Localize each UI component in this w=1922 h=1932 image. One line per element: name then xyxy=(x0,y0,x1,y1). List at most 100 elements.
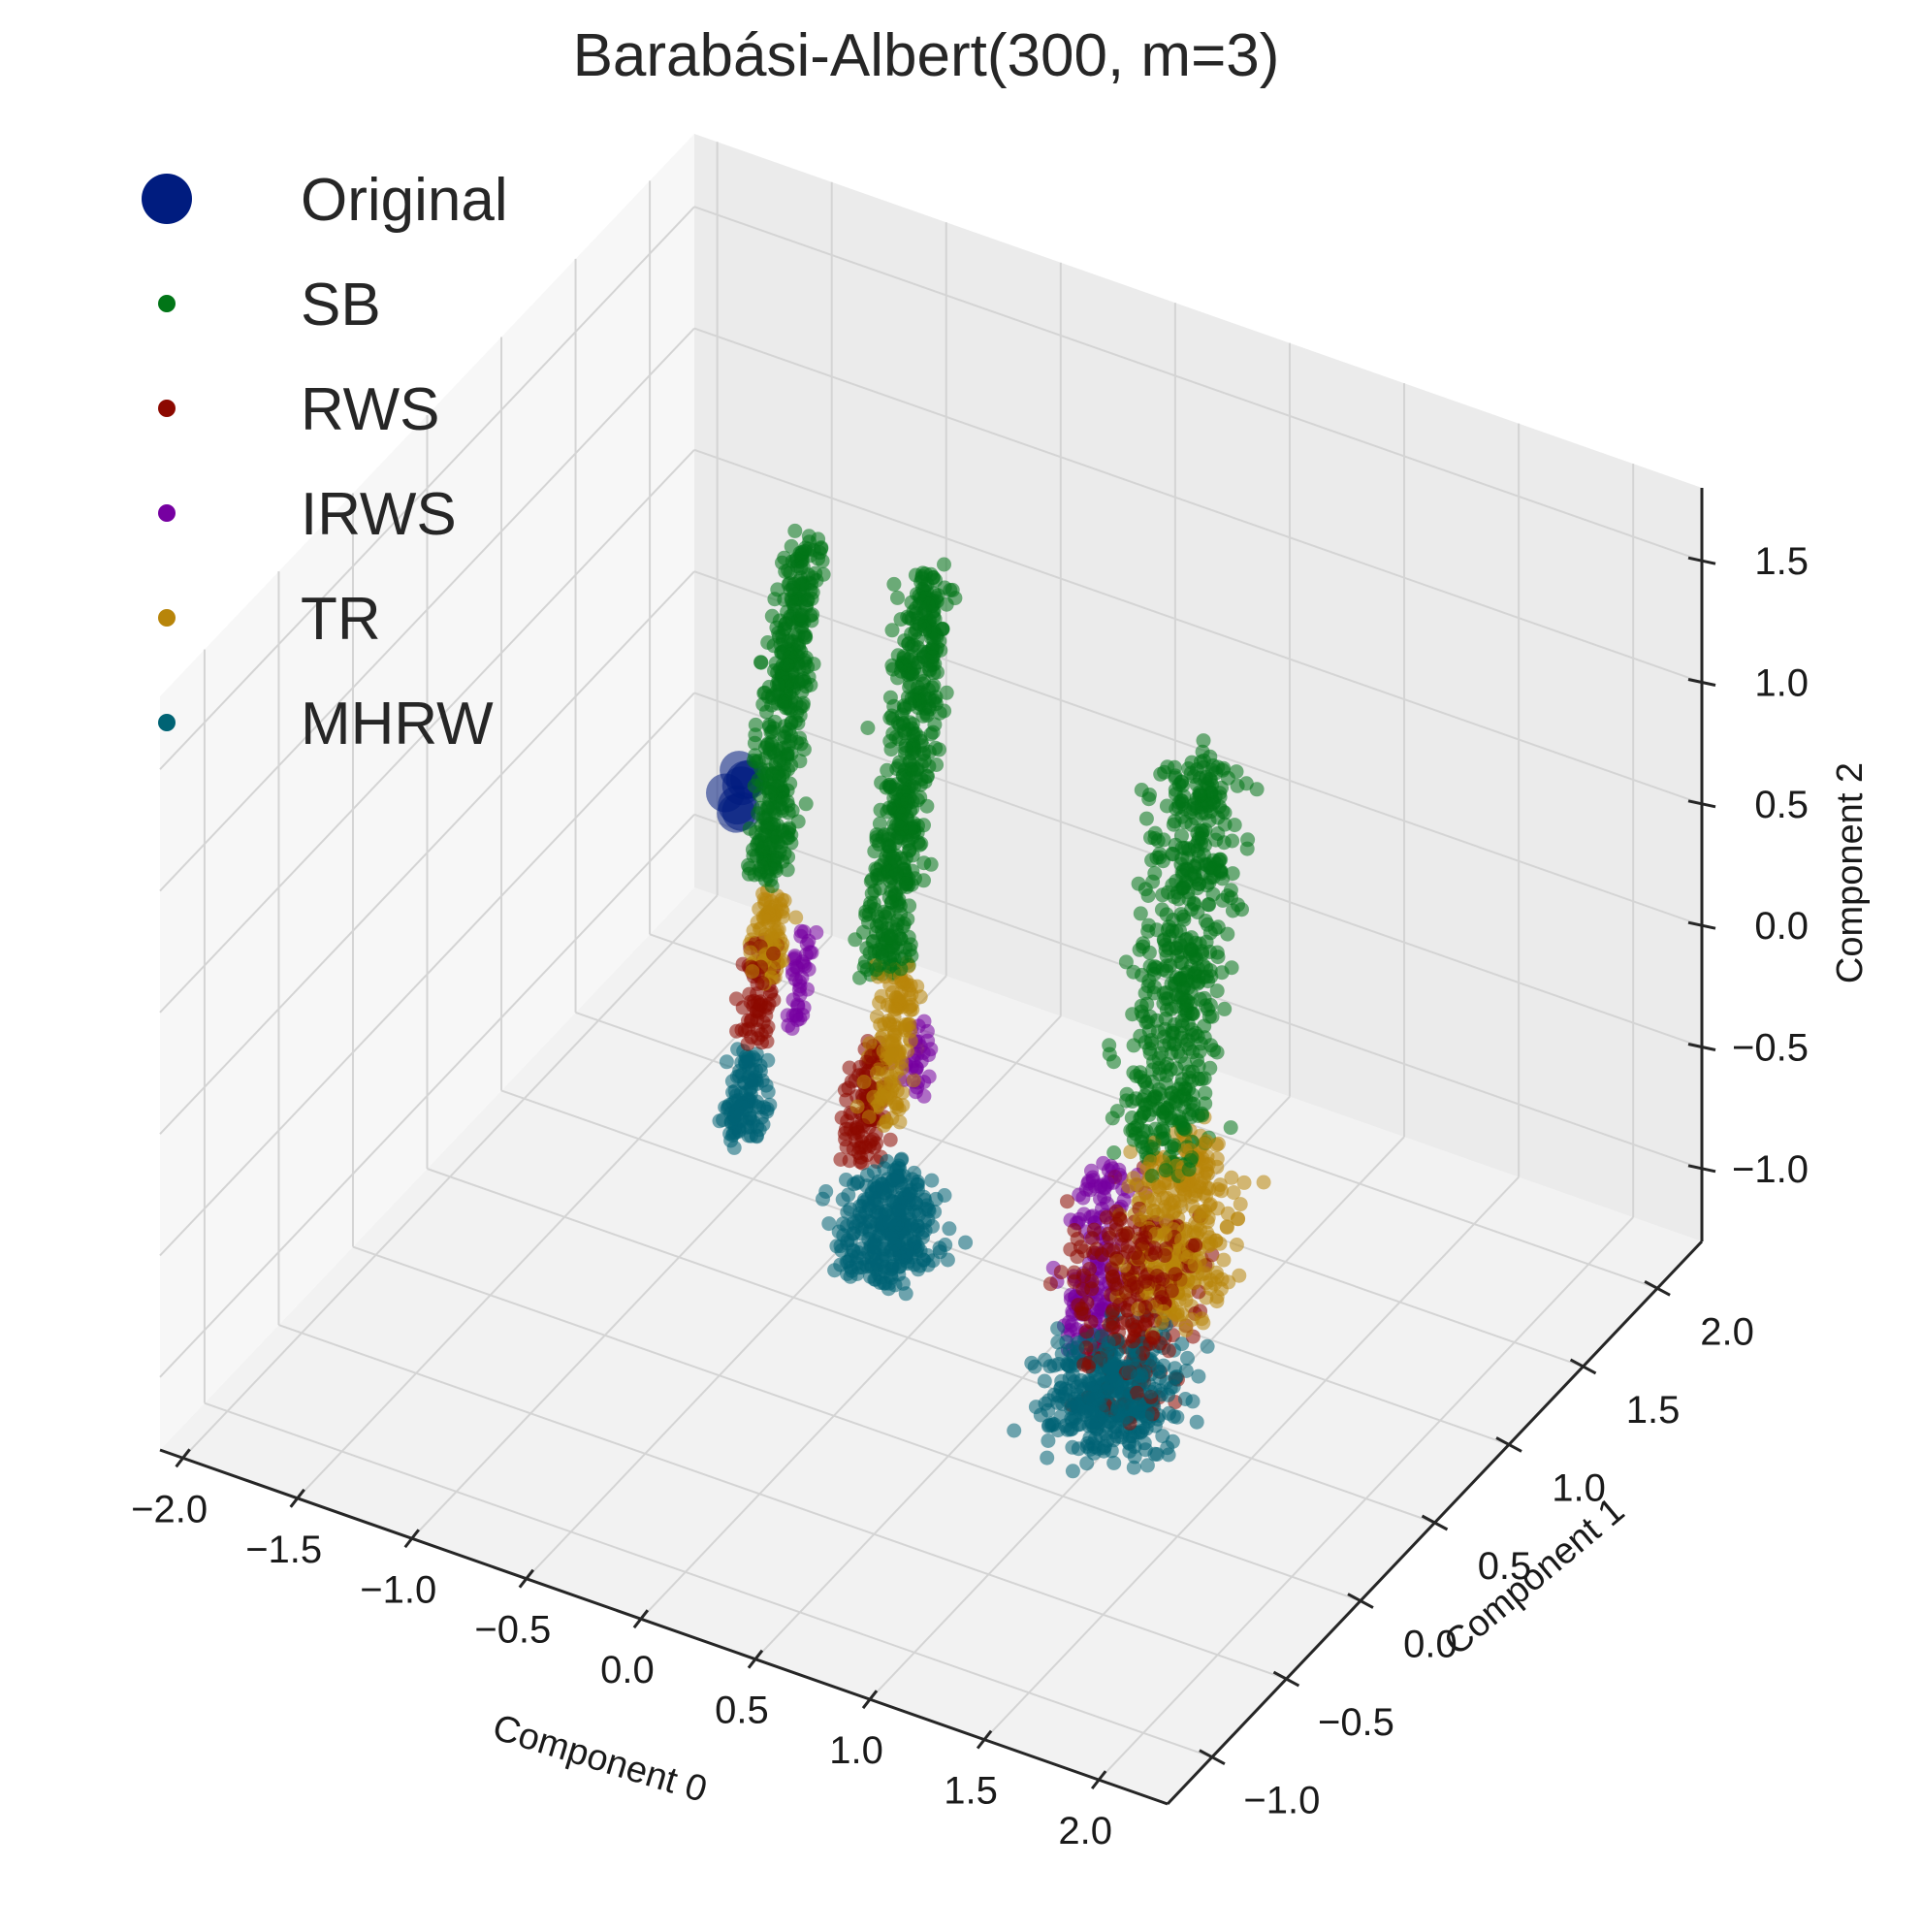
point-sb xyxy=(1169,949,1185,964)
point-rws xyxy=(1101,1242,1116,1258)
point-sb xyxy=(1174,1018,1190,1034)
point-mhrw xyxy=(1027,1359,1042,1374)
legend-label-original: Original xyxy=(301,167,508,234)
point-sb xyxy=(1198,998,1213,1014)
point-rws xyxy=(839,1140,854,1155)
point-sb xyxy=(1181,1162,1197,1177)
point-tr xyxy=(743,945,758,960)
point-sb xyxy=(1142,1046,1158,1061)
point-irws xyxy=(921,1069,937,1084)
point-sb xyxy=(1186,895,1201,911)
point-tr xyxy=(1209,1294,1225,1309)
point-tr xyxy=(1216,1252,1232,1268)
point-sb xyxy=(764,785,780,800)
point-sb xyxy=(1184,817,1200,832)
point-mhrw xyxy=(1081,1375,1097,1391)
point-sb xyxy=(753,859,769,875)
point-sb xyxy=(1198,1085,1213,1101)
point-sb xyxy=(1142,1009,1158,1024)
point-sb xyxy=(1156,1111,1171,1126)
point-tr xyxy=(1202,1272,1218,1288)
point-tr xyxy=(891,993,907,1008)
point-mhrw xyxy=(1137,1435,1152,1451)
point-sb xyxy=(1179,1037,1195,1052)
grid-line-z-side xyxy=(159,692,695,1257)
point-rws xyxy=(1134,1237,1149,1252)
point-mhrw xyxy=(937,1188,952,1203)
point-sb xyxy=(787,523,803,538)
point-mhrw xyxy=(1094,1389,1109,1404)
point-sb xyxy=(893,821,909,836)
point-tr xyxy=(1213,1281,1229,1297)
point-sb xyxy=(925,639,941,655)
point-mhrw xyxy=(880,1217,895,1232)
z-tick-mark xyxy=(1687,1043,1716,1051)
point-tr xyxy=(1199,1180,1214,1196)
point-sb xyxy=(759,704,774,720)
grid-line-z-back xyxy=(693,206,1703,563)
point-mhrw xyxy=(753,1058,768,1074)
point-sb xyxy=(805,607,820,623)
point-mhrw xyxy=(1007,1423,1022,1438)
point-mhrw xyxy=(835,1192,850,1208)
point-mhrw xyxy=(1145,1356,1161,1371)
point-mhrw xyxy=(1050,1335,1066,1350)
point-sb xyxy=(1159,798,1174,814)
point-mhrw xyxy=(1099,1342,1114,1358)
point-tr xyxy=(1220,1206,1235,1221)
point-mhrw xyxy=(840,1266,855,1281)
z-tick-label: −1.0 xyxy=(1732,1148,1809,1191)
point-sb xyxy=(943,583,958,597)
point-sb xyxy=(1125,1007,1140,1022)
point-sb xyxy=(1225,833,1240,849)
point-rws xyxy=(867,1140,881,1155)
point-sb xyxy=(1126,1065,1141,1080)
point-mhrw xyxy=(1062,1370,1077,1386)
point-sb xyxy=(1105,1111,1120,1126)
point-rws xyxy=(1042,1276,1058,1292)
point-tr xyxy=(1197,1137,1212,1151)
point-sb xyxy=(1209,983,1225,999)
point-tr xyxy=(1123,1144,1138,1160)
point-mhrw xyxy=(1130,1368,1145,1384)
point-mhrw xyxy=(1038,1396,1053,1411)
point-tr xyxy=(1169,1307,1185,1323)
point-irws xyxy=(785,1020,800,1036)
point-sb xyxy=(904,949,919,963)
point-mhrw xyxy=(1037,1373,1052,1389)
point-mhrw xyxy=(1079,1456,1095,1471)
point-mhrw xyxy=(1106,1383,1122,1399)
point-sb xyxy=(798,540,814,556)
x-tick-label: 1.0 xyxy=(829,1729,883,1772)
point-rws xyxy=(1105,1304,1120,1320)
point-sb xyxy=(1198,1096,1213,1111)
point-sb xyxy=(1225,903,1240,918)
point-sb xyxy=(904,639,919,654)
point-sb xyxy=(859,941,875,956)
point-mhrw xyxy=(900,1206,915,1221)
point-sb xyxy=(764,690,780,705)
point-tr xyxy=(1224,1170,1239,1185)
point-sb xyxy=(1191,830,1206,846)
point-mhrw xyxy=(818,1184,834,1199)
point-sb xyxy=(1196,969,1211,984)
grid-line-y-floor xyxy=(204,1401,1213,1758)
point-tr xyxy=(1188,1187,1203,1203)
x-tick-mark xyxy=(518,1568,535,1589)
point-mhrw xyxy=(1189,1414,1204,1430)
point-rws xyxy=(839,1092,854,1108)
point-sb xyxy=(1202,797,1218,813)
point-sb xyxy=(919,653,935,668)
point-sb xyxy=(1149,960,1165,976)
point-sb xyxy=(1168,837,1183,853)
point-sb xyxy=(1169,1096,1184,1111)
point-mhrw xyxy=(924,1173,940,1188)
z-tick-label: 1.5 xyxy=(1754,540,1809,583)
point-mhrw xyxy=(1104,1443,1119,1459)
point-mhrw xyxy=(854,1226,870,1241)
point-rws xyxy=(1086,1245,1101,1261)
point-sb xyxy=(1167,1138,1182,1153)
point-sb xyxy=(888,864,904,880)
point-sb xyxy=(1145,874,1161,889)
point-sb xyxy=(1155,887,1170,903)
